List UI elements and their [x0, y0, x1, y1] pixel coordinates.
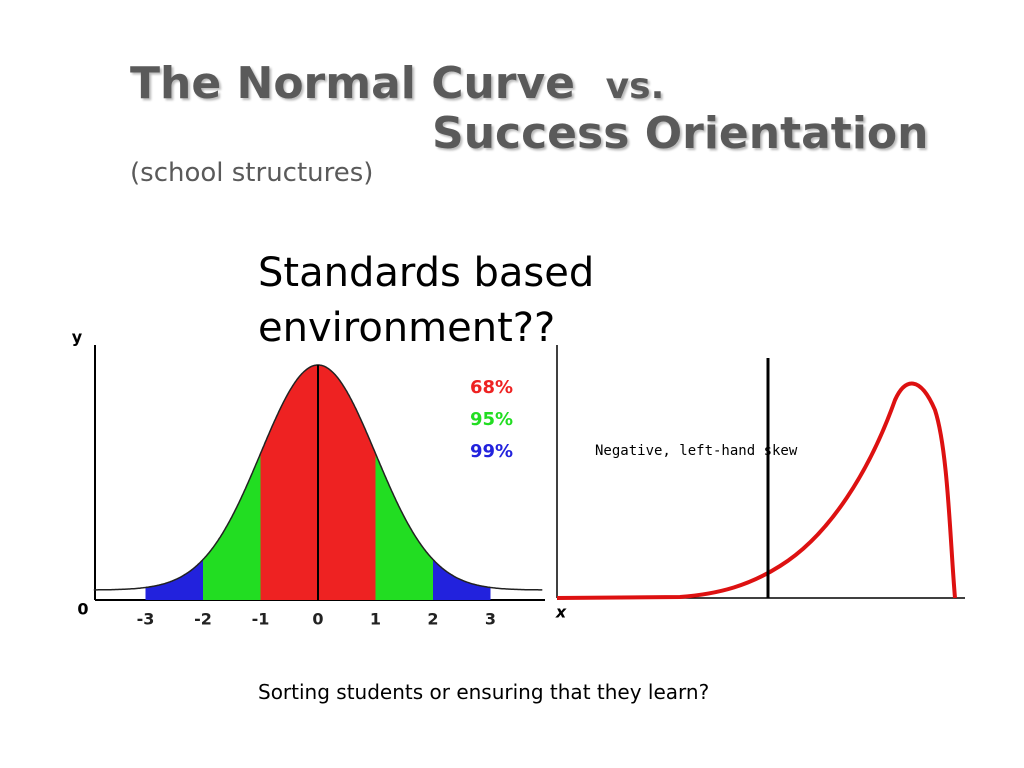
title: The Normal Curve vs.	[130, 58, 664, 109]
origin-label: 0	[77, 600, 88, 619]
band	[375, 453, 433, 600]
subtitle: (school structures)	[130, 158, 374, 188]
band	[145, 559, 203, 600]
x-tick-label: 2	[427, 610, 438, 629]
x-tick-label: -3	[137, 610, 155, 629]
title-vs: vs.	[605, 66, 665, 107]
x-tick-label: 0	[312, 610, 323, 629]
band	[433, 559, 491, 600]
band	[203, 453, 261, 600]
legend-label: 95%	[470, 409, 513, 430]
x-tick-label: 1	[370, 610, 381, 629]
x-tick-label: -1	[252, 610, 270, 629]
skew-curve: Negative, left-hand skew x	[555, 345, 965, 622]
body-text: environment??	[258, 305, 556, 351]
legend-label: 68%	[470, 377, 513, 398]
band	[318, 365, 376, 600]
x-tick-label: 3	[485, 610, 496, 629]
band	[260, 365, 318, 600]
skew-label: Negative, left-hand skew	[595, 443, 798, 459]
body-text: Standards based	[258, 250, 595, 296]
title-line: Success Orientation	[432, 108, 929, 159]
x-tick-label: -2	[194, 610, 212, 629]
skew-line	[556, 381, 957, 600]
y-label: y	[72, 328, 83, 347]
label-box	[585, 425, 965, 470]
caption: Sorting students or ensuring that they l…	[258, 680, 710, 704]
title-line: The Normal Curve	[130, 58, 576, 109]
normal-curve: y 0 -3 -2 -1 0 1 2 3 68% 95% 99%	[72, 328, 545, 629]
legend-label: 99%	[470, 441, 513, 462]
x-label: x	[555, 603, 567, 622]
